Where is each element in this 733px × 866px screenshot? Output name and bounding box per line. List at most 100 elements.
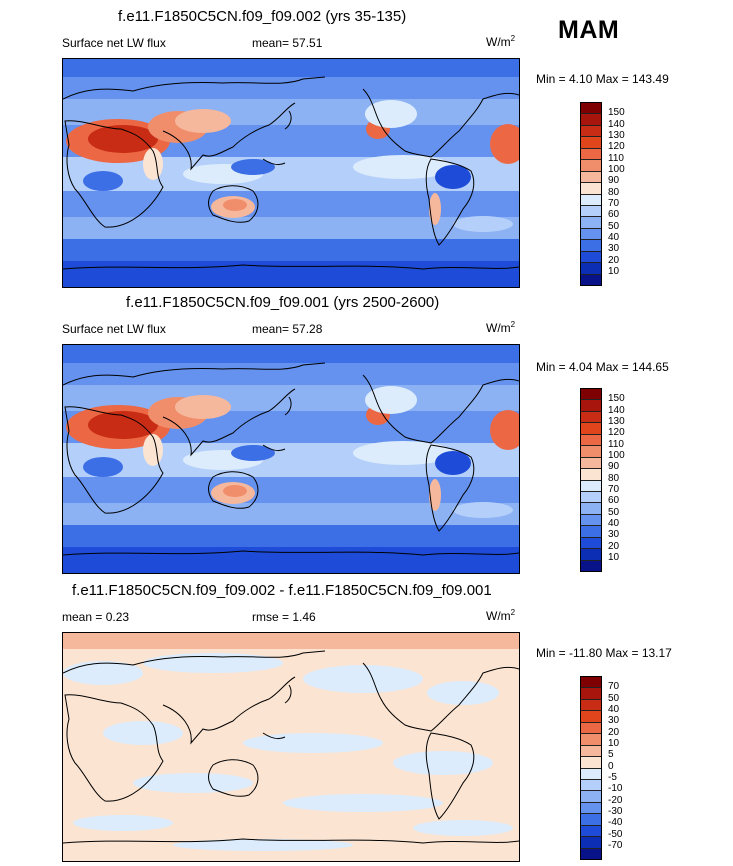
colorbar-tick: 30 [608, 529, 620, 540]
colorbar-swatch [581, 491, 601, 504]
colorbar-swatch [581, 711, 601, 723]
colorbar-tick: 110 [608, 439, 624, 450]
colorbar-tick: 10 [608, 552, 620, 563]
panel-3-mean: mean = 0.23 [62, 610, 130, 624]
colorbar-swatch [581, 537, 601, 550]
colorbar-tick: 150 [608, 393, 625, 404]
colorbar-tick: -30 [608, 806, 623, 817]
panel-2-variable-label: Surface net LW flux [62, 322, 166, 336]
colorbar-tick: 100 [608, 450, 625, 461]
panel-2-units: W/m2 [486, 320, 516, 335]
colorbar-tick: 120 [608, 427, 625, 438]
colorbar-tick: 70 [608, 198, 620, 209]
colorbar-swatch [581, 446, 601, 458]
colorbar-swatch [581, 389, 601, 401]
colorbar-tick: 10 [608, 738, 620, 749]
colorbar-swatch [581, 837, 601, 849]
colorbar-tick: 70 [608, 484, 620, 495]
colorbar-swatch [581, 802, 601, 815]
colorbar-swatch [581, 125, 601, 138]
colorbar-swatch [581, 148, 601, 161]
colorbar-tick: 20 [608, 541, 620, 552]
colorbar-tick: 30 [608, 715, 620, 726]
colorbar-swatch [581, 423, 601, 435]
colorbar-swatch [581, 480, 601, 492]
colorbar-swatch [581, 791, 601, 803]
colorbar-swatch [581, 549, 601, 561]
colorbar-tick: 50 [608, 693, 620, 704]
panel-1-title: f.e11.F1850C5CN.f09_f09.002 (yrs 35-135) [118, 8, 407, 25]
colorbar-tick: 90 [608, 175, 620, 186]
colorbar-swatch [581, 240, 601, 252]
colorbar-tick: 110 [608, 153, 624, 164]
colorbar-swatch [581, 825, 601, 838]
colorbar-swatch [581, 263, 601, 275]
panel-1-colorbar [580, 102, 602, 286]
panel-3-minmax: Min = -11.80 Max = 13.17 [536, 646, 672, 660]
colorbar-swatch [581, 745, 601, 758]
colorbar-swatch [581, 274, 601, 285]
panel-1-units: W/m2 [486, 34, 516, 49]
panel-3-title: f.e11.F1850C5CN.f09_f09.002 - f.e11.F185… [72, 582, 492, 599]
colorbar-swatch [581, 848, 601, 859]
colorbar-tick: 40 [608, 518, 620, 529]
colorbar-tick: -70 [608, 840, 623, 851]
colorbar-swatch [581, 734, 601, 746]
panel-2-minmax: Min = 4.04 Max = 144.65 [536, 360, 669, 374]
colorbar-swatch [581, 526, 601, 538]
colorbar-tick: 130 [608, 130, 625, 141]
colorbar-swatch [581, 183, 601, 195]
colorbar-swatch [581, 560, 601, 571]
colorbar-swatch [581, 688, 601, 700]
colorbar-swatch [581, 205, 601, 218]
colorbar-swatch [581, 160, 601, 172]
season-label: MAM [558, 16, 620, 44]
colorbar-tick: -5 [608, 772, 617, 783]
panel-1-mean: mean= 57.51 [252, 36, 323, 50]
colorbar-swatch [581, 814, 601, 826]
colorbar-swatch [581, 103, 601, 115]
panel-2-map [62, 344, 520, 574]
colorbar-tick: 60 [608, 209, 620, 220]
colorbar-swatch [581, 114, 601, 126]
colorbar-swatch [581, 514, 601, 527]
colorbar-swatch [581, 503, 601, 515]
colorbar-swatch [581, 699, 601, 712]
colorbar-tick: -20 [608, 795, 623, 806]
panel-3-map [62, 632, 520, 862]
colorbar-swatch [581, 400, 601, 412]
colorbar-swatch [581, 217, 601, 229]
colorbar-tick: -40 [608, 817, 623, 828]
colorbar-tick: 40 [608, 704, 620, 715]
colorbar-swatch [581, 757, 601, 769]
colorbar-swatch [581, 411, 601, 424]
colorbar-swatch [581, 228, 601, 241]
panel-3-rmse: rmse = 1.46 [252, 610, 316, 624]
panel-2-mean: mean= 57.28 [252, 322, 323, 336]
colorbar-swatch [581, 768, 601, 780]
colorbar-tick: 140 [608, 405, 625, 416]
colorbar-swatch [581, 251, 601, 264]
colorbar-tick: 30 [608, 243, 620, 254]
colorbar-tick: 90 [608, 461, 620, 472]
colorbar-tick: 80 [608, 187, 620, 198]
panel-2-title: f.e11.F1850C5CN.f09_f09.001 (yrs 2500-26… [126, 294, 440, 311]
panel-1-map [62, 58, 520, 288]
colorbar-tick: 120 [608, 141, 625, 152]
colorbar-tick: 80 [608, 473, 620, 484]
colorbar-tick: 60 [608, 495, 620, 506]
colorbar-tick: 70 [608, 681, 620, 692]
colorbar-swatch [581, 194, 601, 206]
colorbar-swatch [581, 779, 601, 792]
colorbar-swatch [581, 469, 601, 481]
panel-3-units: W/m2 [486, 608, 516, 623]
colorbar-tick: -50 [608, 829, 623, 840]
colorbar-tick: 130 [608, 416, 625, 427]
colorbar-tick: 100 [608, 164, 625, 175]
colorbar-swatch [581, 434, 601, 447]
panel-1-variable-label: Surface net LW flux [62, 36, 166, 50]
colorbar-tick: 50 [608, 507, 620, 518]
colorbar-swatch [581, 457, 601, 470]
colorbar-tick: 140 [608, 119, 625, 130]
colorbar-tick: 20 [608, 727, 620, 738]
